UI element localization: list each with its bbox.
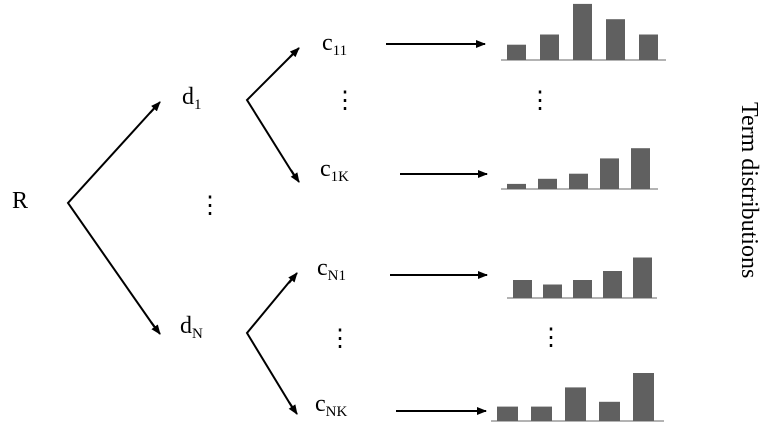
node-cNK-label: cNK bbox=[315, 391, 347, 420]
histogram-c1K bbox=[501, 148, 658, 190]
histogram-bar bbox=[540, 34, 559, 60]
node-c1K-label: c1K bbox=[320, 156, 349, 185]
distribution-ellipsis-lower: ⋮ bbox=[539, 325, 563, 351]
node-cN1-label: cN1 bbox=[317, 255, 346, 284]
histogram-bar bbox=[569, 173, 588, 189]
dN-children-ellipsis: ⋮ bbox=[328, 326, 352, 352]
arrow-to-d1 bbox=[149, 101, 161, 114]
histogram-bar bbox=[573, 280, 592, 298]
histogram-bar bbox=[565, 387, 586, 421]
histogram-bar bbox=[599, 401, 620, 421]
arrow-to-cN1 bbox=[288, 272, 298, 284]
term-distribution-histograms bbox=[491, 3, 666, 422]
histogram-bar bbox=[531, 406, 552, 421]
root-branch-lines bbox=[66, 103, 159, 333]
dN-branch-lines bbox=[245, 274, 296, 413]
histogram-bar bbox=[639, 34, 658, 60]
histogram-bar bbox=[573, 3, 592, 60]
node-c11-label: c11 bbox=[322, 30, 347, 59]
histogram-c11 bbox=[501, 3, 666, 61]
arrow-to-c11 bbox=[289, 47, 300, 58]
arrow-to-dN bbox=[150, 321, 161, 335]
arrow-to-c1K bbox=[290, 169, 300, 183]
histogram-bar bbox=[543, 284, 562, 298]
root-node-label: R bbox=[12, 188, 28, 214]
histogram-cNK bbox=[491, 373, 664, 422]
distribution-ellipsis-upper: ⋮ bbox=[528, 88, 552, 114]
node-dN-label: dN bbox=[180, 313, 203, 342]
histogram-bar bbox=[513, 280, 532, 298]
d1-branch-lines bbox=[245, 49, 298, 181]
histogram-bar bbox=[497, 406, 518, 421]
histogram-bar bbox=[633, 373, 654, 421]
histogram-bar bbox=[507, 44, 526, 60]
histogram-bar bbox=[633, 257, 652, 298]
arrow-to-cNK bbox=[288, 401, 298, 415]
histogram-bar bbox=[600, 158, 619, 189]
histogram-bar bbox=[507, 183, 526, 189]
histogram-cN1 bbox=[507, 257, 657, 299]
node-d1-label: d1 bbox=[182, 84, 202, 113]
histogram-bar bbox=[631, 148, 650, 189]
d1-children-ellipsis: ⋮ bbox=[333, 88, 357, 114]
histogram-bar bbox=[606, 19, 625, 60]
histogram-bar bbox=[538, 178, 557, 189]
histogram-bar bbox=[603, 271, 622, 298]
term-distributions-label: Term distributions bbox=[736, 102, 762, 278]
level1-ellipsis: ⋮ bbox=[198, 193, 222, 219]
